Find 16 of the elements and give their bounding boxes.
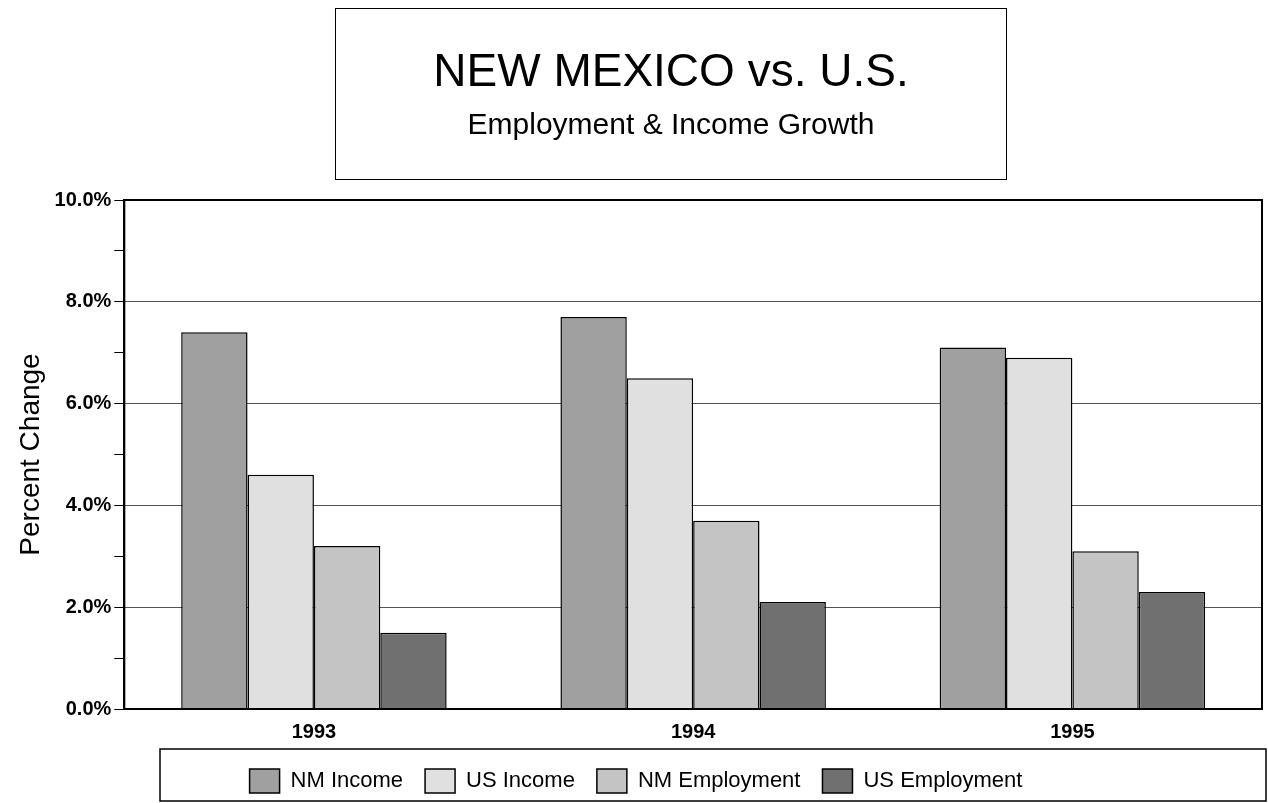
y-axis-title: Percent Change [13,353,45,556]
y-tick-label: 2.0% [65,594,112,617]
y-tick-label: 6.0% [65,391,112,414]
y-tick-label: 8.0% [65,289,112,312]
legend-label: NM Income [290,767,404,793]
chart-subtitle: Employment & Income Growth [466,107,876,141]
x-tick-label: 1993 [291,719,337,742]
chart-title: NEW MEXICO vs. U.S. [432,43,910,97]
legend-label: US Employment [863,767,1023,793]
y-tick-label: 4.0% [65,492,112,515]
legend-label: NM Employment [637,767,801,793]
x-tick-label: 1994 [670,719,717,742]
y-tick-label: 0.0% [65,696,112,719]
x-tick-label: 1995 [1050,719,1095,742]
legend-label: US Income [466,767,575,793]
y-tick-label: 10.0% [54,187,112,210]
